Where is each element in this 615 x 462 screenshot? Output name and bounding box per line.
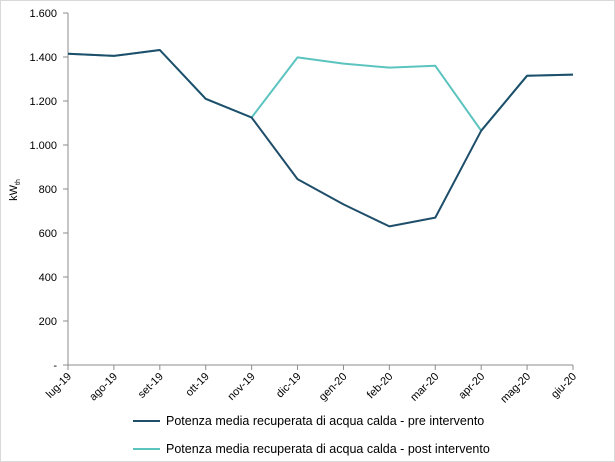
y-ticks: - 200 400 600 800 1.000 1.200 1.400 1.600 bbox=[29, 8, 68, 372]
y-tick-label: 200 bbox=[39, 316, 57, 328]
x-tick-label: ott-19 bbox=[183, 371, 211, 399]
y-tick-label: 1.600 bbox=[29, 8, 57, 20]
x-tick-label: mag-20 bbox=[498, 371, 533, 406]
y-tick-label: 800 bbox=[39, 184, 57, 196]
y-axis-title: kWth bbox=[8, 179, 22, 201]
x-tick-label: lug-19 bbox=[44, 371, 74, 401]
y-axis-title-main: kW bbox=[8, 184, 20, 201]
series-line-pre-intervento bbox=[67, 49, 574, 228]
x-tick-label: mar-20 bbox=[408, 371, 441, 404]
x-tick-label: nov-19 bbox=[225, 371, 257, 403]
series-line-post-intervento bbox=[67, 49, 574, 132]
y-tick-label: 400 bbox=[39, 272, 57, 284]
y-tick-label: - bbox=[53, 360, 57, 372]
x-tick-label: apr-20 bbox=[456, 371, 487, 402]
y-tick-label: 1.200 bbox=[29, 96, 57, 108]
y-axis-title-subscript: th bbox=[15, 179, 22, 185]
y-tick-label: 600 bbox=[39, 228, 57, 240]
x-tick-label: feb-20 bbox=[365, 371, 396, 402]
legend-label: Potenza media recuperata di acqua calda … bbox=[166, 442, 490, 456]
series-layer bbox=[67, 49, 574, 228]
x-tick-label: ago-19 bbox=[87, 371, 120, 404]
x-tick-label: dic-19 bbox=[274, 371, 304, 401]
y-tick-label: 1.400 bbox=[29, 52, 57, 64]
x-ticks: lug-19 ago-19 set-19 ott-19 nov-19 dic-19 gen-… bbox=[44, 365, 579, 405]
x-tick-label: gen-20 bbox=[317, 371, 350, 404]
y-tick-label: 1.000 bbox=[29, 140, 57, 152]
x-tick-label: giu-20 bbox=[549, 371, 579, 401]
legend: Potenza media recuperata di acqua calda … bbox=[133, 414, 490, 456]
legend-label: Potenza media recuperata di acqua calda … bbox=[166, 414, 484, 428]
x-tick-label: set-19 bbox=[136, 371, 166, 401]
